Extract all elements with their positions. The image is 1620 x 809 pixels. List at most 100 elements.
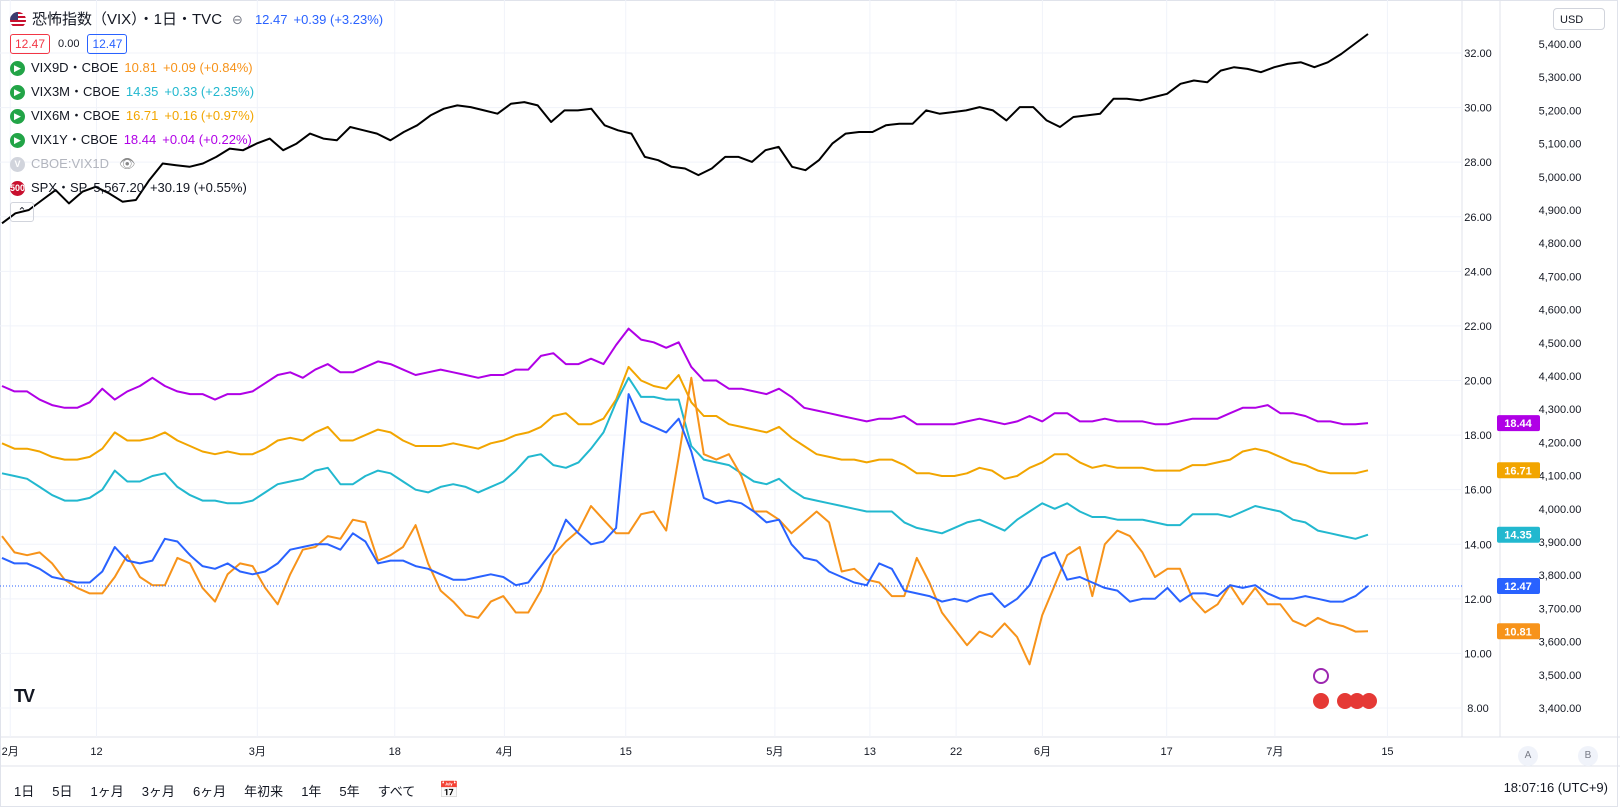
series-line-spx (1, 33, 1369, 225)
legend-value: 16.71 (125, 108, 159, 123)
range-button[interactable]: 5年 (339, 783, 360, 799)
right-tick-label: 4,800.00 (1539, 238, 1582, 250)
x-tick-label: 15 (620, 746, 632, 758)
right-tick-label: 4,400.00 (1539, 371, 1582, 383)
currency-selector[interactable]: USD (1553, 8, 1605, 30)
series-line-vix (1, 393, 1369, 608)
x-tick-label: 17 (1161, 746, 1173, 758)
symbol-icon: ▶ (10, 108, 25, 124)
x-tick-label: 5月 (766, 746, 783, 758)
price-label-bg (1497, 526, 1540, 543)
series-line-vix1y (1, 327, 1369, 426)
legend: 恐怖指数（VIX）・1日・TVC ⊖ 12.47 +0.39 (+3.23%) … (10, 8, 383, 224)
right-tick-label: 3,700.00 (1539, 603, 1582, 615)
us-flag-icon (10, 12, 26, 28)
left-tick-label: 20.00 (1464, 376, 1492, 388)
right-tick-label: 4,600.00 (1539, 305, 1582, 317)
range-button[interactable]: 1年 (301, 783, 322, 799)
bottom-toolbar: 1日 5日 1ヶ月 3ヶ月 6ヶ月 年初来 1年 5年 すべて 📅 (0, 772, 1620, 808)
left-tick-label: 16.00 (1464, 485, 1492, 497)
price-label: 14.35 (1504, 530, 1532, 542)
left-tick-label: 22.00 (1464, 321, 1492, 333)
symbol-icon: V (10, 156, 25, 172)
price-label-bg (1497, 578, 1540, 595)
legend-symbol: VIX6M・CBOE (31, 108, 120, 123)
range-button[interactable]: すべて (377, 783, 416, 799)
x-tick-label: 15 (1381, 746, 1393, 758)
collapse-legend-button[interactable]: ⌃ (10, 202, 34, 222)
legend-row-4[interactable]: V CBOE:VIX1D 👁 (10, 152, 383, 176)
price-label: 18.44 (1504, 418, 1532, 430)
price-label-bg (1497, 462, 1540, 479)
price-axis: 32.00 30.00 28.00 26.00 24.00 22.00 20.00 18.00… (1464, 39, 1581, 715)
main-price: 12.47 (254, 12, 288, 27)
left-tick-label: 30.00 (1464, 103, 1492, 115)
left-tick-label: 32.00 (1464, 48, 1492, 60)
spread: 0.00 (58, 38, 80, 50)
x-tick-label: 18 (389, 746, 401, 758)
sell-price-button[interactable]: 12.47 (10, 34, 51, 54)
buy-price-button[interactable]: 12.47 (87, 34, 128, 54)
range-button[interactable]: 3ヶ月 (141, 783, 175, 799)
range-button[interactable]: 6ヶ月 (192, 783, 227, 799)
range-button[interactable]: 年初来 (244, 783, 284, 799)
right-tick-label: 3,900.00 (1539, 537, 1582, 549)
x-tick-label: 22 (950, 746, 962, 758)
symbol-icon: ▶ (10, 84, 25, 100)
dividend-event-icon[interactable] (1313, 668, 1329, 684)
left-tick-label: 12.00 (1464, 594, 1492, 606)
legend-row-1[interactable]: ▶ VIX3M・CBOE 14.35 +0.33 (+2.35%) (10, 80, 383, 104)
legend-row-2[interactable]: ▶ VIX6M・CBOE 16.71 +0.16 (+0.97%) (10, 104, 383, 128)
hidden-eye-icon[interactable]: 👁 (119, 156, 136, 171)
left-tick-label: 28.00 (1464, 157, 1492, 169)
left-tick-label: 10.00 (1464, 648, 1492, 660)
right-tick-label: 4,200.00 (1539, 437, 1582, 449)
left-tick-label: 18.00 (1464, 430, 1492, 442)
legend-row-5[interactable]: 500 SPX・SP 5,567.20 +30.19 (+0.55%) (10, 176, 383, 200)
minus-icon[interactable]: ⊖ (232, 12, 243, 27)
left-tick-label: 24.00 (1464, 266, 1492, 278)
symbol-title: 恐怖指数（VIX）・1日・TVC (32, 11, 223, 28)
right-tick-label: 4,000.00 (1539, 504, 1582, 516)
x-tick-label: 12 (90, 746, 102, 758)
legend-symbol: VIX3M・CBOE (31, 84, 120, 99)
left-tick-label: 8.00 (1467, 703, 1488, 715)
x-tick-label: 7月 (1266, 746, 1283, 758)
right-tick-label: 3,600.00 (1539, 637, 1582, 649)
legend-row-0[interactable]: ▶ VIX9D・CBOE 10.81 +0.09 (+0.84%) (10, 56, 383, 80)
range-button[interactable]: 5日 (52, 783, 73, 799)
legend-symbol: VIX1Y・CBOE (31, 132, 118, 147)
symbol-icon: ▶ (10, 132, 25, 148)
range-button[interactable]: 1ヶ月 (90, 783, 124, 799)
symbol-icon: ▶ (10, 60, 25, 76)
right-tick-label: 5,000.00 (1539, 172, 1582, 184)
trade-row: 12.47 0.00 12.47 (10, 32, 383, 56)
legend-change: +0.16 (+0.97%) (164, 108, 255, 123)
right-tick-label: 5,400.00 (1539, 39, 1582, 51)
earnings-event-icon[interactable] (1361, 693, 1377, 709)
right-tick-label: 3,500.00 (1539, 670, 1582, 682)
x-tick-label: 3月 (249, 746, 266, 758)
right-tick-label: 4,700.00 (1539, 271, 1582, 283)
tradingview-logo: TV (14, 686, 35, 706)
grid (0, 0, 1620, 767)
x-tick-label: 13 (864, 746, 876, 758)
auto-scale-button[interactable]: A (1518, 746, 1538, 766)
price-label: 16.71 (1504, 465, 1532, 477)
symbol-icon: 500 (10, 180, 25, 196)
legend-row-3[interactable]: ▶ VIX1Y・CBOE 18.44 +0.04 (+0.22%) (10, 128, 383, 152)
legend-symbol: VIX9D・CBOE (31, 60, 119, 75)
price-labels: 18.44 16.71 14.35 12.47 10.81 (1497, 415, 1540, 640)
main-series-row[interactable]: 恐怖指数（VIX）・1日・TVC ⊖ 12.47 +0.39 (+3.23%) (10, 8, 383, 32)
left-tick-label: 26.00 (1464, 212, 1492, 224)
calendar-icon[interactable]: 📅 (439, 782, 460, 799)
earnings-event-icon[interactable] (1313, 693, 1329, 709)
legend-value: 18.44 (123, 132, 157, 147)
x-tick-label: 6月 (1034, 746, 1051, 758)
x-tick-label: 2月 (2, 746, 19, 758)
log-scale-button[interactable]: B (1578, 746, 1598, 766)
legend-value: 5,567.20 (93, 180, 144, 195)
range-button[interactable]: 1日 (14, 783, 35, 799)
